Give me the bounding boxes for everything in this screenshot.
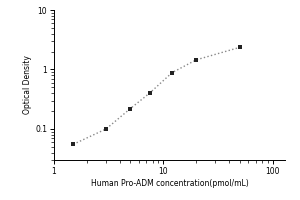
Y-axis label: Optical Density: Optical Density	[23, 56, 32, 114]
X-axis label: Human Pro-ADM concentration(pmol/mL): Human Pro-ADM concentration(pmol/mL)	[91, 179, 248, 188]
